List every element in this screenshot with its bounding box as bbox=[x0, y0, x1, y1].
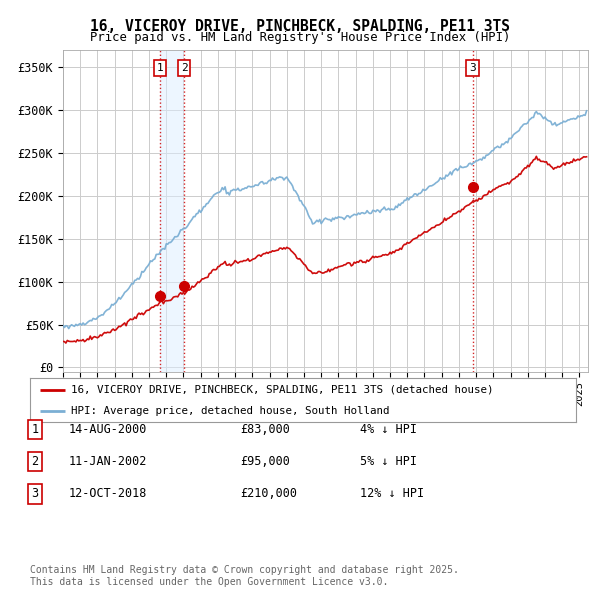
Text: £95,000: £95,000 bbox=[240, 455, 290, 468]
Text: 2: 2 bbox=[181, 63, 188, 73]
Text: 11-JAN-2002: 11-JAN-2002 bbox=[69, 455, 148, 468]
Text: £210,000: £210,000 bbox=[240, 487, 297, 500]
Text: 1: 1 bbox=[31, 423, 38, 436]
Text: £83,000: £83,000 bbox=[240, 423, 290, 436]
Text: 14-AUG-2000: 14-AUG-2000 bbox=[69, 423, 148, 436]
Text: Contains HM Land Registry data © Crown copyright and database right 2025.
This d: Contains HM Land Registry data © Crown c… bbox=[30, 565, 459, 587]
Text: 4% ↓ HPI: 4% ↓ HPI bbox=[360, 423, 417, 436]
Text: 12% ↓ HPI: 12% ↓ HPI bbox=[360, 487, 424, 500]
Text: 5% ↓ HPI: 5% ↓ HPI bbox=[360, 455, 417, 468]
Text: 3: 3 bbox=[469, 63, 476, 73]
Text: 3: 3 bbox=[31, 487, 38, 500]
Text: HPI: Average price, detached house, South Holland: HPI: Average price, detached house, Sout… bbox=[71, 406, 389, 416]
Text: 16, VICEROY DRIVE, PINCHBECK, SPALDING, PE11 3TS: 16, VICEROY DRIVE, PINCHBECK, SPALDING, … bbox=[90, 19, 510, 34]
Text: Price paid vs. HM Land Registry's House Price Index (HPI): Price paid vs. HM Land Registry's House … bbox=[90, 31, 510, 44]
Text: 16, VICEROY DRIVE, PINCHBECK, SPALDING, PE11 3TS (detached house): 16, VICEROY DRIVE, PINCHBECK, SPALDING, … bbox=[71, 385, 493, 395]
Text: 1: 1 bbox=[157, 63, 163, 73]
Text: 2: 2 bbox=[31, 455, 38, 468]
Text: 12-OCT-2018: 12-OCT-2018 bbox=[69, 487, 148, 500]
Bar bbox=[160, 50, 184, 372]
